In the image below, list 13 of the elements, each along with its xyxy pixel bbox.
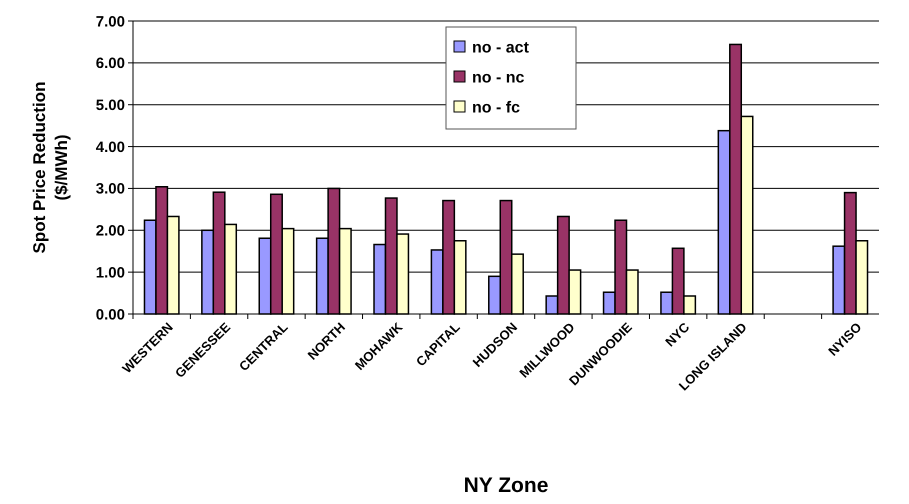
y-tick-label: 4.00	[96, 138, 125, 156]
y-tick-label: 3.00	[96, 180, 125, 198]
y-tick-label: 6.00	[96, 55, 125, 72]
y-axis-title: Spot Price Reduction ($/MWh)	[30, 82, 71, 254]
legend-label: no - nc	[472, 70, 525, 87]
x-axis-title: NY Zone	[464, 474, 548, 497]
legend-label: no - act	[472, 40, 530, 57]
y-tick-label: 7.00	[96, 13, 125, 30]
y-tick-label: 5.00	[96, 96, 125, 114]
y-tick-label: 0.00	[96, 306, 125, 324]
legend-label: no - fc	[472, 100, 520, 117]
y-tick-label: 1.00	[96, 264, 125, 282]
y-tick-label: 2.00	[96, 222, 125, 240]
